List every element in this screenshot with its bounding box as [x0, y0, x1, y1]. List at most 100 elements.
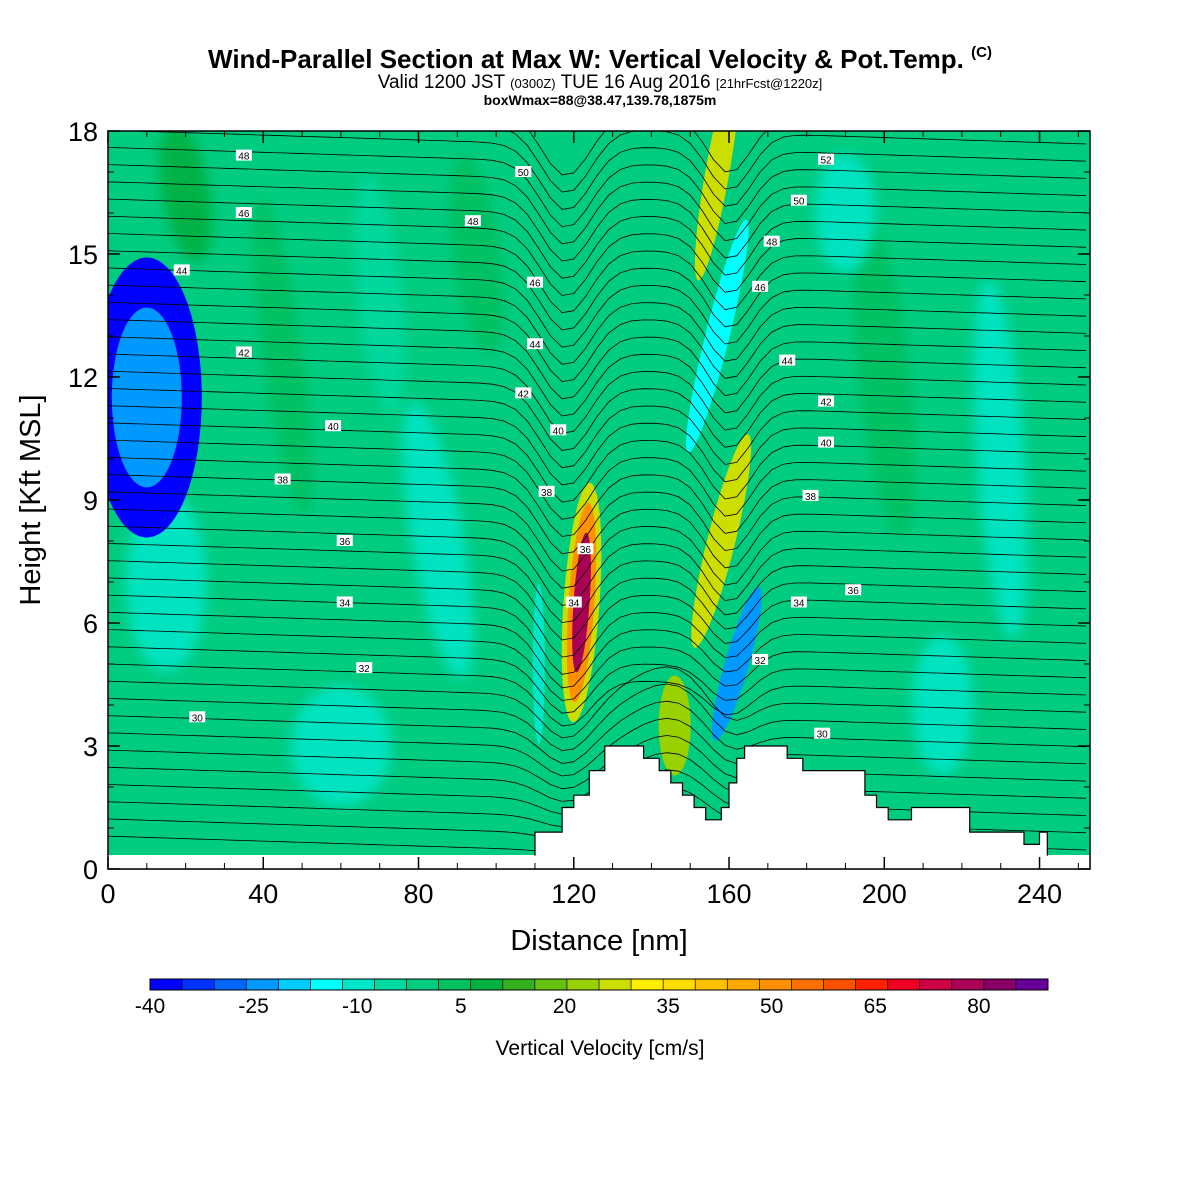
isentrope-label-text: 32	[755, 656, 767, 667]
field-band	[815, 153, 876, 273]
isentrope-label: 42	[235, 346, 252, 359]
isentrope-label: 40	[818, 436, 835, 450]
contour-labels: 48 46 44 42 40 38 36 34 32 30 50 48 46 44 42 40 38 36 34 52…	[173, 149, 862, 741]
colorbar-swatch	[759, 979, 792, 990]
isentrope-line	[108, 370, 1087, 451]
isentrope-label: 32	[752, 653, 769, 667]
colorbar-swatch	[919, 979, 953, 990]
field-band	[912, 635, 973, 775]
colorbar-swatch	[310, 979, 343, 990]
colorbar-swatch	[1015, 979, 1049, 990]
terrain-mask	[108, 745, 1091, 870]
isentrope-label: 36	[845, 584, 862, 597]
field-band	[290, 686, 391, 806]
isentrope-label-text: 50	[518, 168, 530, 179]
isentrope-line	[108, 508, 1087, 589]
field-band	[449, 154, 505, 354]
colorbar-swatch	[438, 979, 472, 990]
y-tick-label: 3	[83, 732, 98, 762]
isentrope-label-text: 38	[805, 492, 817, 503]
chart-title-text: Wind-Parallel Section at Max W: Vertical…	[208, 44, 964, 74]
isentrope-label: 44	[779, 354, 796, 368]
isentrope-label: 48	[763, 235, 780, 249]
colorbar-swatch	[887, 979, 921, 990]
colorbar-swatch	[823, 979, 857, 990]
velocity-cell	[694, 131, 740, 281]
isentrope-label: 44	[173, 264, 190, 277]
colorbar-swatch	[182, 979, 215, 990]
ground-strip	[108, 855, 1090, 869]
isentrope-label: 46	[526, 276, 543, 290]
isentrope-label: 38	[538, 485, 555, 499]
velocity-cell	[658, 675, 691, 776]
colorbar-swatch	[470, 979, 504, 990]
isentrope-line	[108, 353, 1087, 434]
isentrope-line	[108, 405, 1087, 486]
isentrope-label-text: 34	[339, 599, 351, 610]
colorbar-swatch	[663, 979, 696, 990]
field-band	[354, 175, 405, 415]
isentrope-label: 30	[814, 727, 831, 741]
colorbar-swatch	[855, 979, 889, 990]
isentrope-label: 48	[464, 215, 481, 228]
isentrope-line	[528, 131, 767, 176]
velocity-cell	[711, 587, 762, 741]
colorbar-tick-label: 35	[656, 995, 679, 1018]
isentrope-line	[108, 215, 1087, 296]
terrain-polygon	[108, 745, 1091, 870]
colorbar-swatch	[406, 979, 440, 990]
isentrope-label: 40	[550, 424, 567, 437]
velocity-cell	[691, 434, 752, 648]
velocity-cell	[111, 307, 182, 488]
y-tick-label: 0	[83, 855, 98, 885]
isentrope-label: 32	[356, 662, 373, 675]
field-band	[402, 403, 474, 679]
subtitle-fcst: [21hrFcst@1220z]	[715, 76, 823, 91]
isentrope-label: 34	[565, 596, 582, 610]
isentrope-label-text: 40	[328, 422, 340, 433]
isentrope-label: 48	[235, 149, 252, 163]
colorbar-swatch	[342, 979, 375, 990]
isentrope-line	[108, 683, 1087, 752]
isentrope-label: 38	[802, 489, 819, 503]
field-band	[973, 279, 1028, 639]
copyright-mark: (C)	[971, 44, 992, 61]
colorbar-swatch	[278, 979, 311, 990]
colorbar-swatch	[214, 979, 247, 990]
colorbar-tick-label: 65	[864, 995, 887, 1018]
isentrope-label-text: 50	[793, 197, 805, 208]
x-tick-label: 240	[1017, 879, 1062, 909]
isentrope-line	[108, 147, 1087, 228]
isentrope-line	[108, 336, 1087, 417]
isentrope-label-text: 48	[467, 217, 479, 228]
isentrope-line	[108, 457, 1087, 537]
isentrope-label: 42	[515, 387, 532, 400]
isentrope-label: 44	[526, 338, 543, 351]
isentrope-label-text: 36	[339, 537, 351, 548]
isentrope-label-text: 30	[817, 730, 829, 741]
y-tick-label: 9	[83, 486, 98, 516]
isentrope-line	[108, 267, 1087, 348]
isentrope-line	[508, 131, 1087, 193]
subtitle-date: TUE 16 Aug 2016	[560, 72, 711, 93]
x-tick-label: 160	[706, 879, 751, 909]
isentrope-line	[108, 233, 1087, 314]
isentrope-label-text: 34	[568, 599, 580, 610]
colorbar-swatch	[502, 979, 536, 990]
isentrope-line	[108, 666, 1087, 739]
x-tick-label: 120	[551, 879, 596, 909]
colorbar-tick-label: 5	[455, 995, 467, 1018]
colorbar-tick-label: 20	[553, 995, 576, 1018]
isentrope-label-text: 52	[821, 156, 833, 167]
isentrope-label-text: 40	[553, 426, 565, 437]
isentrope-label: 36	[577, 543, 594, 556]
vertical-velocity-field	[108, 131, 1090, 855]
colorbar-swatch	[951, 979, 985, 990]
colorbar-swatch	[631, 979, 664, 990]
isentrope-label: 36	[336, 535, 353, 548]
isentrope-label-text: 38	[541, 488, 553, 499]
isentrope-label-text: 46	[755, 283, 767, 294]
y-tick-label: 18	[68, 117, 98, 147]
colorbar-swatch	[695, 979, 728, 990]
colorbar-swatch	[727, 979, 760, 990]
